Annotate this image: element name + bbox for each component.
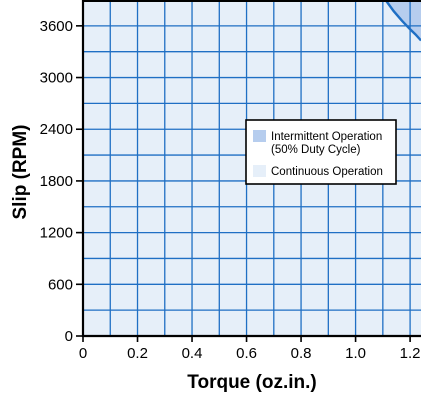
x-tick-label: 1.0 xyxy=(345,345,366,362)
x-tick-label: 0.2 xyxy=(127,345,148,362)
y-tick-label: 3000 xyxy=(40,70,73,87)
x-tick-label: 0 xyxy=(79,345,87,362)
x-tick-label: 1.2 xyxy=(400,345,421,362)
y-tick-label: 600 xyxy=(48,276,73,293)
y-tick-label: 0 xyxy=(65,328,73,345)
legend-box xyxy=(245,119,397,185)
x-tick-label: 0.8 xyxy=(291,345,312,362)
x-tick-label: 0.4 xyxy=(182,345,203,362)
legend-label-continuous: Continuous Operation xyxy=(271,166,383,178)
legend-swatch-continuous xyxy=(253,165,266,177)
y-tick-label: 2400 xyxy=(40,121,73,138)
y-tick-label: 1200 xyxy=(40,225,73,242)
legend-swatch-intermittent xyxy=(253,130,266,142)
y-tick-label: 1800 xyxy=(40,173,73,190)
intermittent-boundary-line xyxy=(384,0,421,42)
x-axis-title: Torque (oz.in.) xyxy=(187,372,316,393)
legend-label-intermittent: Intermittent Operation xyxy=(271,131,382,143)
y-tick-label: 3600 xyxy=(40,18,73,35)
x-tick-label: 0.6 xyxy=(236,345,257,362)
y-axis-title: Slip (RPM) xyxy=(10,125,31,220)
legend-label-intermittent: (50% Duty Cycle) xyxy=(271,144,361,156)
